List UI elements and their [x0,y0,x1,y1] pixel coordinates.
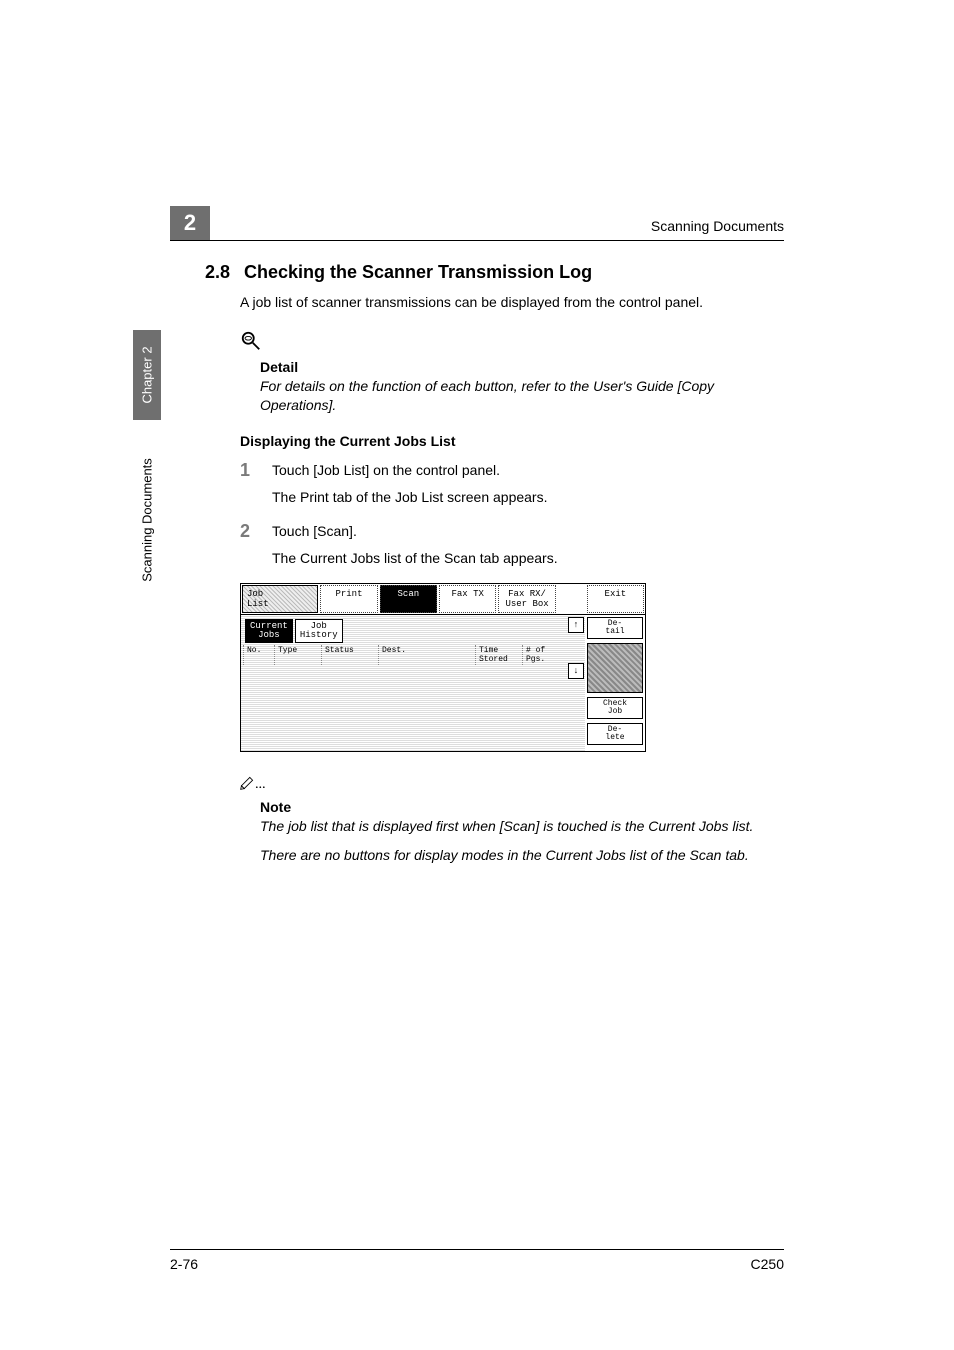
side-chapter-tab: Chapter 2 [133,330,161,420]
exit-button[interactable]: Exit [587,585,644,613]
magnifier-icon [240,330,784,357]
page: 2 Scanning Documents Chapter 2 Scanning … [0,0,954,1350]
note-text-2: There are no buttons for display modes i… [260,846,784,865]
section-number: 2.8 [184,262,244,283]
list-main: Current Jobs Job History No. Type Status… [241,615,567,751]
pencil-icon [240,774,784,797]
step-text: The Current Jobs list of the Scan tab ap… [272,549,784,569]
content: 2.8Checking the Scanner Transmission Log… [240,262,784,883]
section-title: Checking the Scanner Transmission Log [244,262,592,282]
delete-button[interactable]: De- lete [587,723,643,745]
header-rule [170,240,784,241]
list-rows-area [243,665,565,741]
tab-job-list[interactable]: Job List [242,585,318,613]
column-headers: No. Type Status Dest. Time Stored # of P… [243,645,565,665]
intro-paragraph: A job list of scanner transmissions can … [240,293,784,312]
side-section-label: Scanning Documents [140,458,155,582]
detail-text: For details on the function of each butt… [260,377,784,415]
scroll-up-button[interactable]: ↑ [568,617,584,633]
col-no: No. [243,645,274,665]
side-chapter-label: Chapter 2 [140,346,155,403]
right-buttons: De- tail Check Job De- lete [585,615,645,751]
list-body: Current Jobs Job History No. Type Status… [241,615,645,751]
tab-print[interactable]: Print [320,585,377,613]
step-body: Touch [Scan]. The Current Jobs list of t… [272,522,784,577]
col-pages: # of Pgs. [522,645,565,665]
tab-spacer [558,585,585,613]
scroll-down-button[interactable]: ↓ [568,663,584,679]
col-time: Time Stored [475,645,522,665]
col-status: Status [321,645,378,665]
ui-screenshot: Job List Print Scan Fax TX Fax RX/ User … [240,583,646,752]
tab-scan[interactable]: Scan [380,585,437,613]
note-text-1: The job list that is displayed first whe… [260,817,784,836]
detail-heading: Detail [260,359,784,375]
scroll-arrows: ↑ ↓ [567,615,585,751]
subtab-row: Current Jobs Job History [243,617,565,645]
chapter-badge: 2 [170,206,210,240]
step-2: 2 Touch [Scan]. The Current Jobs list of… [240,522,784,577]
header-chapter-title: Scanning Documents [651,218,784,234]
col-dest: Dest. [378,645,475,665]
detail-button[interactable]: De- tail [587,617,643,639]
tab-row: Job List Print Scan Fax TX Fax RX/ User … [241,584,645,615]
subtab-current-jobs[interactable]: Current Jobs [245,619,293,643]
tab-fax-rx[interactable]: Fax RX/ User Box [498,585,555,613]
note-heading: Note [260,799,784,815]
subheading: Displaying the Current Jobs List [240,433,784,449]
subtab-job-history[interactable]: Job History [295,619,343,643]
step-text: Touch [Scan]. [272,522,784,542]
section-heading: 2.8Checking the Scanner Transmission Log [240,262,784,283]
model-label: C250 [751,1256,784,1272]
step-text: Touch [Job List] on the control panel. [272,461,784,481]
step-1: 1 Touch [Job List] on the control panel.… [240,461,784,516]
tab-fax-tx[interactable]: Fax TX [439,585,496,613]
step-text: The Print tab of the Job List screen app… [272,488,784,508]
col-type: Type [274,645,321,665]
step-number: 2 [240,522,272,577]
side-section-tab: Scanning Documents [133,440,161,600]
footer-rule [170,1249,784,1250]
check-job-button[interactable]: Check Job [587,697,643,719]
step-number: 1 [240,461,272,516]
step-body: Touch [Job List] on the control panel. T… [272,461,784,516]
page-number: 2-76 [170,1256,198,1272]
disabled-area [587,643,643,693]
